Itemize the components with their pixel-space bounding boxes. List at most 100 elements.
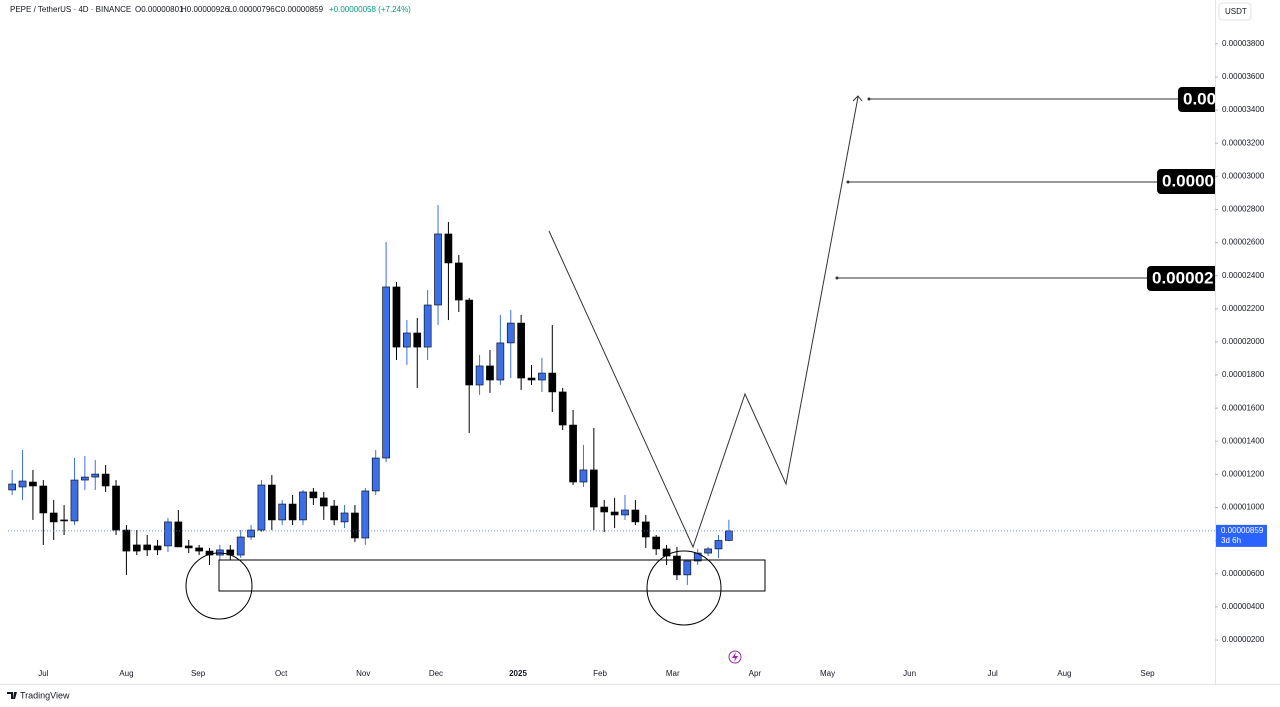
y-tick-label: 0.00001800 [1222, 370, 1265, 379]
target-badge [1147, 266, 1215, 291]
candle-body [652, 536, 660, 550]
ohlc-close: C0.00000859 [275, 5, 324, 14]
symbol-title: PEPE / TetherUS · 4D · BINANCE [10, 5, 131, 14]
candle-body [403, 332, 411, 348]
ohlc-change: +0.00000058 (+7.24%) [329, 5, 411, 14]
candle-body [465, 299, 474, 386]
y-tick-label: 0.00003000 [1222, 171, 1265, 180]
y-tick-label: 0.00001200 [1222, 470, 1265, 479]
candle-body [91, 473, 100, 478]
candle-body [216, 549, 224, 556]
candle-body [683, 560, 692, 576]
candle-body [558, 391, 567, 426]
plot-area: 0.00 0.0000 0.00002 [8, 87, 1216, 626]
currency-button[interactable] [1218, 2, 1252, 21]
projection-path[interactable] [548, 96, 859, 549]
y-tick-label: 0.00000200 [1222, 635, 1265, 644]
candle-body [475, 365, 484, 386]
brand-logo: TradingView [7, 690, 70, 700]
candle-body [579, 469, 588, 483]
candle-body [631, 509, 640, 523]
candle-body [288, 503, 297, 521]
candle-body [538, 372, 546, 381]
y-tick-label: 0.00003600 [1222, 72, 1265, 81]
candle-body [29, 481, 37, 487]
target-dot [835, 276, 839, 280]
countdown-label: 3d 6h [1221, 536, 1241, 545]
candle-body [444, 233, 453, 264]
candle-body [184, 545, 193, 549]
candle-body [662, 548, 671, 557]
y-tick-label: 0.00002000 [1222, 337, 1265, 346]
y-tick-label: 0.00001600 [1222, 403, 1265, 412]
candle-body [236, 536, 245, 556]
candle-body [330, 505, 338, 521]
candle-body [610, 511, 619, 516]
candle-body [590, 469, 598, 508]
y-tick-label: 0.00000400 [1222, 602, 1265, 611]
target-badge [1178, 87, 1215, 112]
support-zone[interactable] [218, 559, 766, 592]
x-tick-label: Jul [988, 669, 998, 678]
x-tick-label: May [820, 669, 835, 678]
candle-body [351, 512, 359, 539]
x-tick-label: Apr [749, 669, 762, 678]
candle-body [112, 485, 120, 531]
candle-body [39, 485, 48, 514]
candle-body [704, 548, 712, 554]
candle-body [600, 506, 609, 513]
x-tick-label: Feb [593, 669, 607, 678]
x-tick-label: Mar [666, 669, 680, 678]
target-label: 0.0000 [1162, 171, 1214, 190]
y-tick-label: 0.00001000 [1222, 503, 1265, 512]
circle-marker[interactable] [185, 552, 253, 620]
brand-name: TradingView [20, 690, 70, 700]
candle-body [548, 372, 557, 393]
target-label: 0.00002 [1152, 268, 1213, 287]
ohlc-low: L0.00000796 [228, 5, 275, 14]
ohlc-high: H0.00000926 [181, 5, 230, 14]
currency-label: USDT [1225, 7, 1247, 16]
y-tick-label: 0.00001400 [1222, 436, 1265, 445]
x-tick-label: Nov [356, 669, 370, 678]
y-tick-label: 0.00002600 [1222, 238, 1265, 247]
y-tick-label: 0.00002200 [1222, 304, 1265, 313]
candle-body [454, 262, 463, 301]
candle-body [49, 512, 58, 523]
candle-body [122, 529, 131, 552]
candle-body [725, 530, 733, 541]
candle-body [247, 529, 255, 538]
candle-body [714, 540, 723, 550]
x-tick-label: Aug [119, 669, 133, 678]
y-tick-label: 0.00002400 [1222, 271, 1265, 280]
y-tick-label: 0.00003800 [1222, 39, 1265, 48]
x-tick-label: Jun [903, 669, 916, 678]
x-tick-label: 2025 [509, 669, 527, 678]
candle-body [527, 377, 536, 381]
x-tick-label: Dec [429, 669, 443, 678]
candle-body [371, 457, 380, 492]
candle-body [340, 512, 349, 523]
y-tick-label: 0.00003400 [1222, 105, 1265, 114]
x-tick-label: Sep [191, 669, 206, 678]
candle-body [486, 365, 494, 381]
candle-body [569, 424, 577, 483]
candle-body [278, 503, 287, 521]
arrow-head [852, 95, 863, 102]
flash-icon[interactable] [728, 650, 742, 664]
candle-body [434, 233, 442, 306]
candle-body [132, 544, 141, 552]
candle-body [361, 490, 370, 539]
y-tick-label: 0.00000600 [1222, 569, 1265, 578]
target-label: 0.00 [1183, 89, 1216, 108]
circle-marker[interactable] [646, 550, 722, 626]
candle-body [268, 484, 276, 521]
x-tick-label: Sep [1140, 669, 1155, 678]
y-tick-label: 0.00003200 [1222, 138, 1265, 147]
candle-body [299, 491, 307, 521]
candle-body [81, 476, 89, 481]
candles [8, 204, 733, 586]
last-price-label: 0.00000859 [1221, 526, 1264, 535]
